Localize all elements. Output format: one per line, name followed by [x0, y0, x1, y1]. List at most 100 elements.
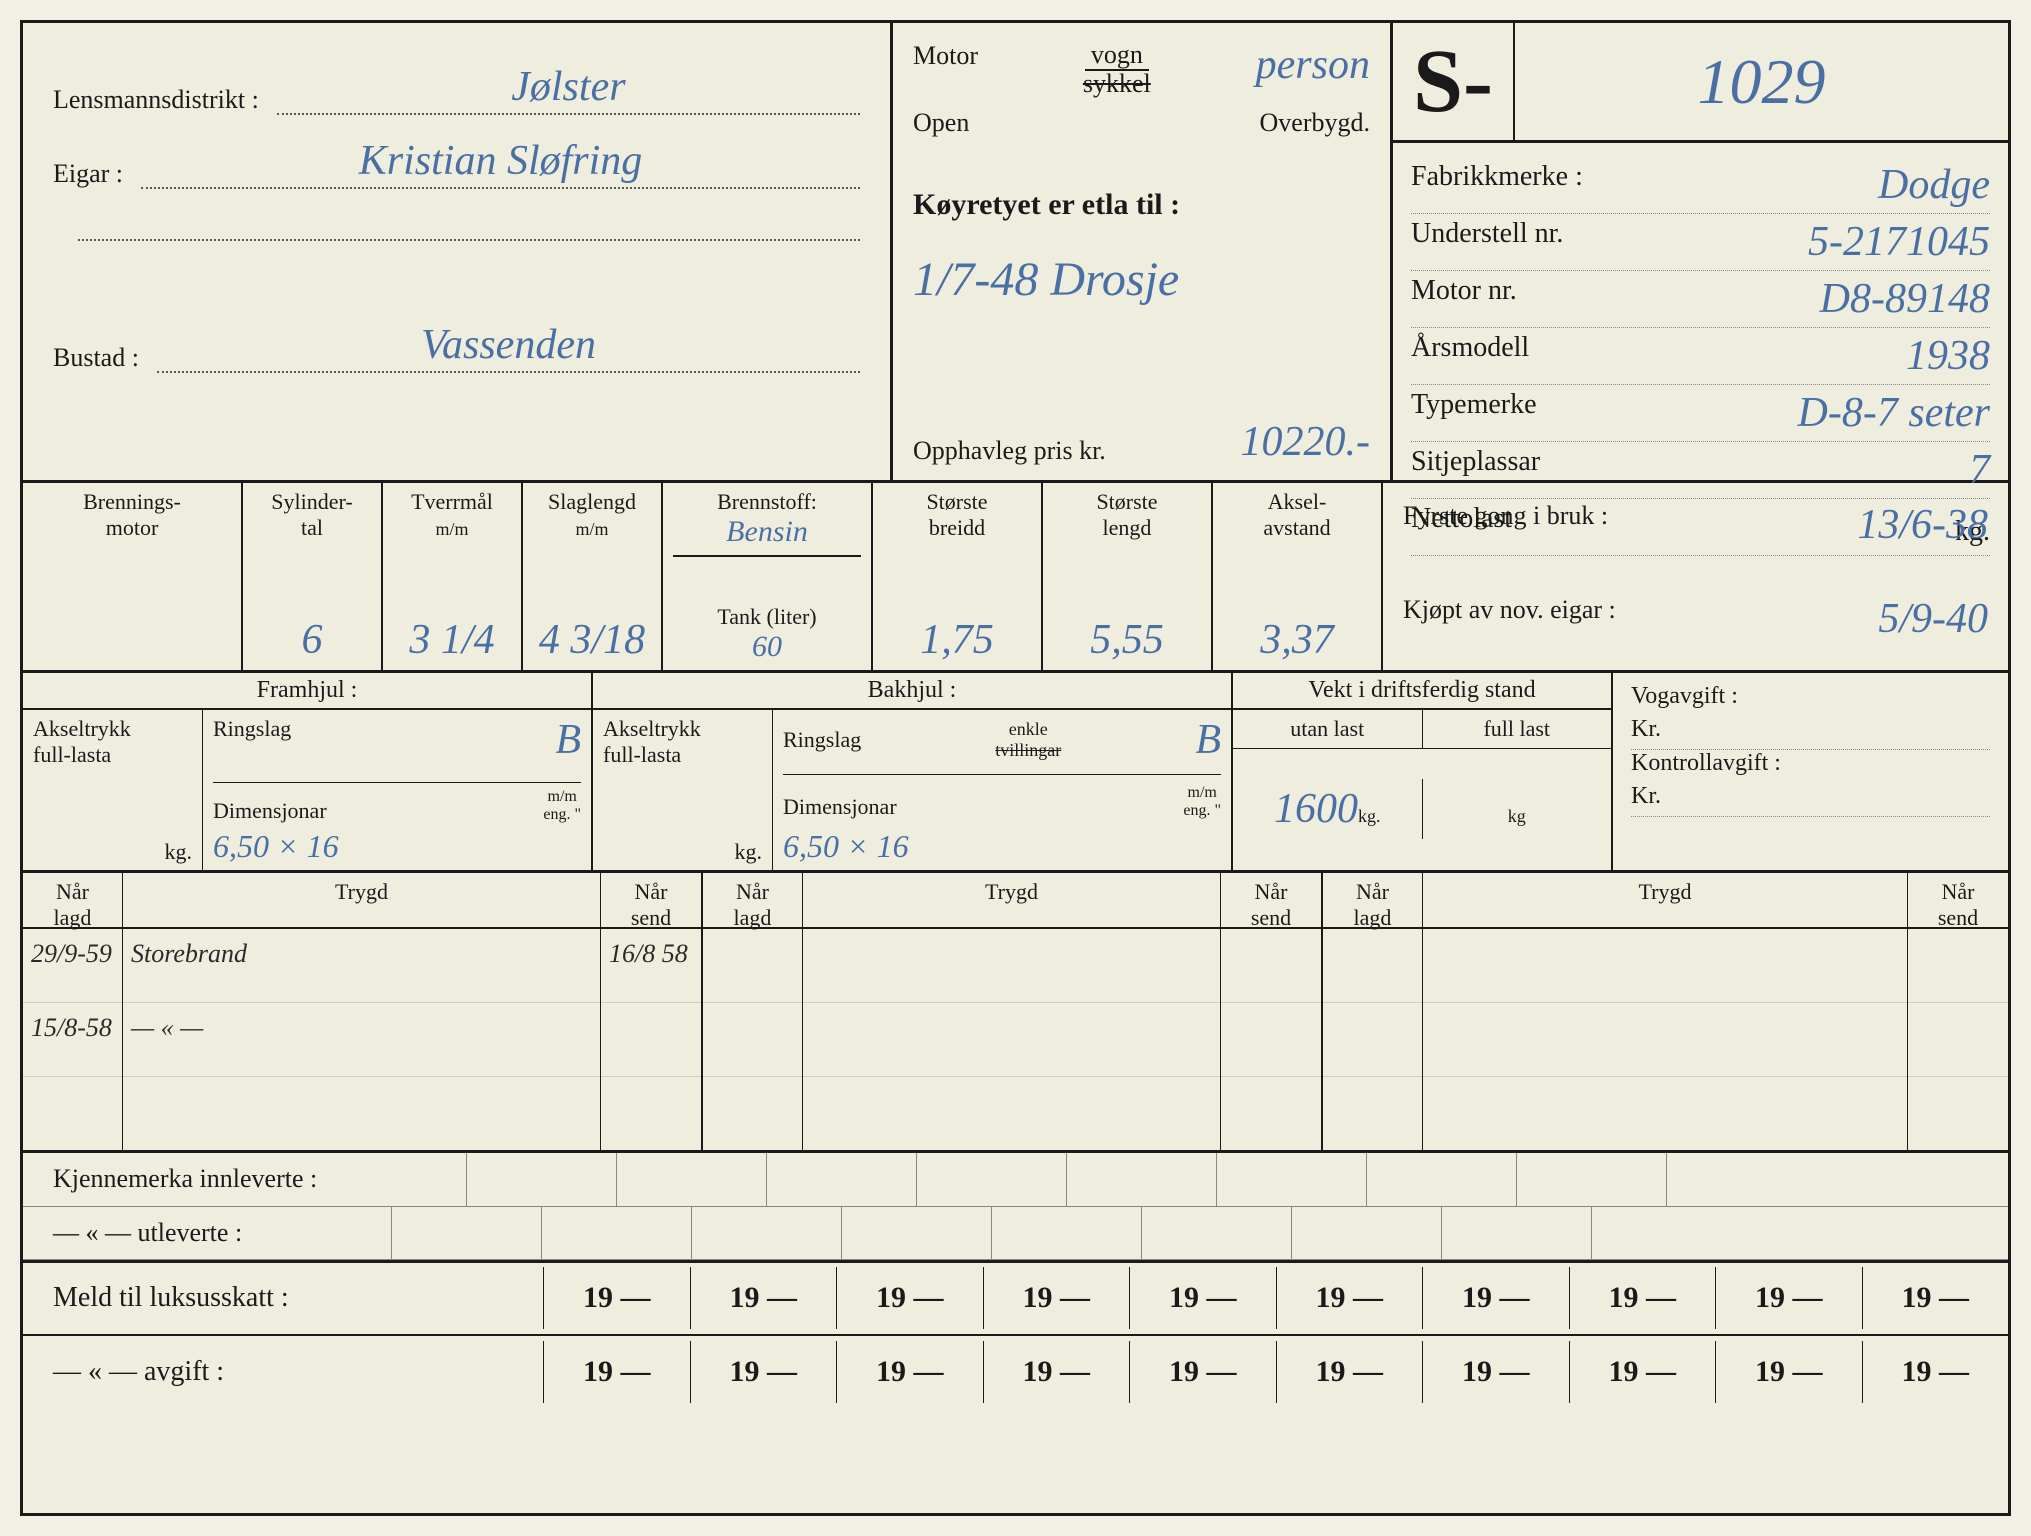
plate-specs-box: S- 1029 Fabrikkmerke : Dodge Understell n…	[1393, 23, 2008, 480]
enkle-tvilling: enkletvillingar	[995, 719, 1061, 761]
r2-lagd: 15/8-58	[23, 1003, 122, 1077]
aksel-full-l: Akseltrykkfull-lasta	[33, 716, 192, 768]
etla-label: Køyretyet er etla til :	[913, 188, 1370, 222]
framhjul-sec: Framhjul : Akseltrykkfull-lasta kg. Ring…	[23, 673, 593, 870]
kjopt-l: Kjøpt av nov. eigar :	[1403, 595, 1616, 643]
meld-luk-l: Meld til luksusskatt :	[23, 1282, 543, 1314]
engine-row: Brennings-motor Sylinder-tal6 Tverrmålm/…	[23, 483, 2008, 673]
syl-v: 6	[253, 616, 371, 664]
dim-bak-v: 6,50 × 16	[783, 828, 1221, 865]
open-label: Open	[913, 108, 969, 138]
dim-l: Dimensjonar	[213, 798, 327, 824]
motor-label: Motor	[913, 41, 978, 98]
lensmann-label: Lensmannsdistrikt :	[53, 85, 259, 115]
eigar-value: Kristian Sløfring	[141, 137, 860, 189]
tank-l: Tank (liter)	[673, 604, 861, 630]
dim-u: m/meng. "	[543, 788, 581, 824]
eigar-label: Eigar :	[53, 159, 123, 189]
ring-bak-v: B	[1195, 716, 1221, 764]
vogn: vogn	[1085, 40, 1149, 71]
dim-l2: Dimensjonar	[783, 794, 897, 820]
plate-number: 1029	[1515, 45, 2008, 119]
meld-row: Meld til luksusskatt : 19 —19 —19 —19 —1…	[23, 1263, 2008, 1408]
aksel-kg2: kg.	[603, 839, 762, 865]
kjopt-v: 5/9-40	[1878, 595, 1988, 643]
overbygd-label: Overbygd.	[1260, 108, 1370, 138]
vekt-sec: Vekt i driftsferdig stand utan last full…	[1233, 673, 1613, 870]
utan-l: utan last	[1233, 710, 1423, 748]
pris-label: Opphavleg pris kr.	[913, 436, 1106, 466]
typemerke-v: D-8-7 seter	[1770, 389, 1990, 437]
lengd-l: Størstelengd	[1053, 489, 1201, 541]
slag-l: Slaglengdm/m	[533, 489, 651, 541]
trygd-group-3: Nårlagd Trygd Nårsend	[1323, 873, 2008, 1150]
fees-box: Vogavgift : Kr. Kontrollavgift : Kr.	[1613, 673, 2008, 870]
slag-v: 4 3/18	[533, 616, 651, 664]
trygd-group-2: Nårlagd Trygd Nårsend	[703, 873, 1323, 1150]
row-top: Lensmannsdistrikt : Jølster Eigar : Kris…	[23, 23, 2008, 483]
aksel-kg: kg.	[33, 839, 192, 865]
typemerke-l: Typemerke	[1411, 389, 1537, 437]
dim-fram-v: 6,50 × 16	[213, 828, 581, 865]
fyrste-l: Fyrste gong i bruk :	[1403, 501, 1608, 549]
nar-send-h: Nårsend	[601, 873, 701, 929]
understell-l: Understell nr.	[1411, 218, 1563, 266]
aksel-full-l2: Akseltrykkfull-lasta	[603, 716, 762, 768]
meld-years-2: 19 —19 —19 —19 —19 —19 —19 —19 —19 —19 —	[543, 1341, 2008, 1403]
arsmodell-v: 1938	[1770, 332, 1990, 380]
understell-v: 5-2171045	[1770, 218, 1990, 266]
r1-lagd: 29/9-59	[23, 929, 122, 1003]
r1-trygd: Storebrand	[123, 929, 600, 1003]
first-use-box: Fyrste gong i bruk : 13/6-38 Kjøpt av nov…	[1383, 483, 2008, 670]
aksel-l: Aksel-avstand	[1223, 489, 1371, 541]
etla-value: 1/7-48 Drosje	[913, 252, 1370, 307]
fabrikkmerke-l: Fabrikkmerke :	[1411, 161, 1583, 209]
meld-avg-l: — « — avgift :	[23, 1356, 543, 1388]
breidd-l: Størstebreidd	[883, 489, 1031, 541]
bustad-label: Bustad :	[53, 343, 139, 373]
bakhjul-sec: Bakhjul : Akseltrykkfull-lasta kg. Rings…	[593, 673, 1233, 870]
vogn-sykkel: vogn sykkel	[1083, 41, 1151, 98]
license-plate: S- 1029	[1393, 23, 2008, 143]
vehicle-type-box: Motor vogn sykkel person Open Overbygd. …	[893, 23, 1393, 480]
ring-l2: Ringslag	[783, 727, 861, 753]
bustad-value: Vassenden	[157, 321, 860, 373]
kjenne-inn-l: Kjennemerka innleverte :	[53, 1164, 317, 1194]
full-l: full last	[1423, 710, 1612, 748]
fyrste-v: 13/6-38	[1857, 501, 1988, 549]
trygd-group-1: Nårlagd 29/9-59 15/8-58 Trygd Storebrand…	[23, 873, 703, 1150]
vogavgift-l: Vogavgift :	[1631, 683, 1990, 710]
tverr-v: 3 1/4	[393, 616, 511, 664]
r2-trygd: — « —	[123, 1003, 600, 1077]
registration-card: Lensmannsdistrikt : Jølster Eigar : Kris…	[20, 20, 2011, 1516]
wheels-row: Framhjul : Akseltrykkfull-lasta kg. Ring…	[23, 673, 2008, 873]
pris-value: 10220.-	[1241, 418, 1371, 466]
ring-l: Ringslag	[213, 716, 291, 764]
lensmann-value: Jølster	[277, 63, 860, 115]
lengd-v: 5,55	[1053, 616, 1201, 664]
tank-v: 60	[673, 630, 861, 664]
plate-prefix: S-	[1393, 23, 1515, 140]
ring-fram-v: B	[555, 716, 581, 764]
vekt-l: Vekt i driftsferdig stand	[1233, 673, 1611, 710]
kontroll-l: Kontrollavgift :	[1631, 750, 1990, 777]
trygd-h: Trygd	[123, 873, 600, 929]
owner-box: Lensmannsdistrikt : Jølster Eigar : Kris…	[23, 23, 893, 480]
full-kg: kg	[1508, 806, 1526, 826]
meld-years-1: 19 —19 —19 —19 —19 —19 —19 —19 —19 —19 —	[543, 1267, 2008, 1329]
utan-v: 1600	[1274, 786, 1358, 832]
bak-l: Bakhjul :	[593, 673, 1231, 710]
motornr-v: D8-89148	[1770, 275, 1990, 323]
motornr-l: Motor nr.	[1411, 275, 1517, 323]
eigar-value2	[78, 237, 861, 241]
syl-l: Sylinder-tal	[253, 489, 371, 541]
motor-type-value: person	[1256, 41, 1370, 98]
trygd-row: Nårlagd 29/9-59 15/8-58 Trygd Storebrand…	[23, 873, 2008, 1153]
arsmodell-l: Årsmodell	[1411, 332, 1529, 380]
aksel-v: 3,37	[1223, 616, 1371, 664]
utan-kg: kg.	[1358, 806, 1381, 826]
fabrikkmerke-v: Dodge	[1770, 161, 1990, 209]
kjenne-row: Kjennemerka innleverte : — « — utleverte…	[23, 1153, 2008, 1263]
brenn-v: Bensin	[673, 515, 861, 549]
kr1: Kr.	[1631, 716, 1661, 743]
